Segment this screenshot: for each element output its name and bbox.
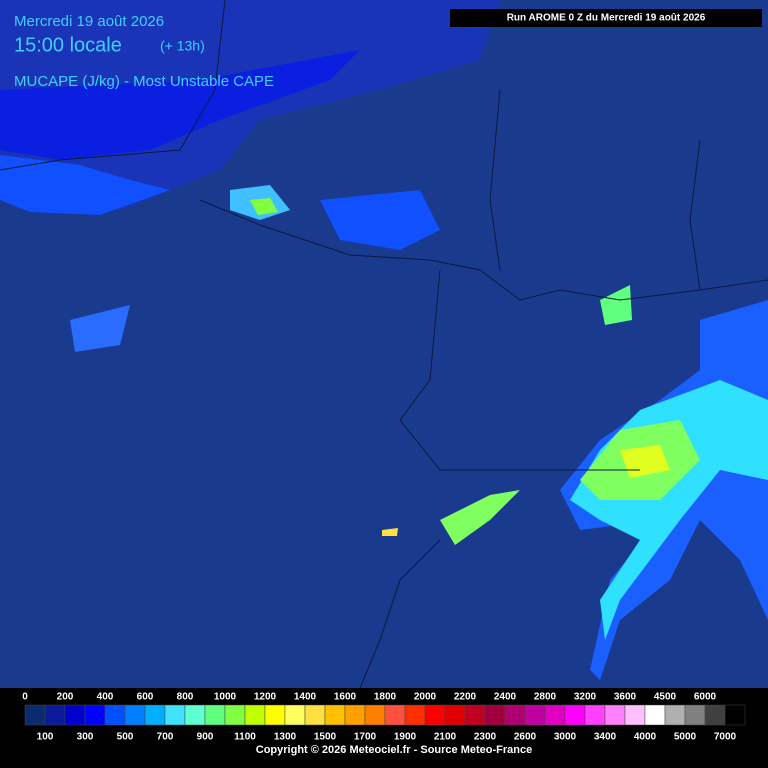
legend-swatch: [424, 704, 446, 726]
cape-area: [70, 305, 130, 352]
legend-swatch: [184, 704, 206, 726]
legend-swatch: [664, 704, 686, 726]
legend-swatch: [24, 704, 46, 726]
legend-swatch: [584, 704, 606, 726]
legend-label: 1600: [334, 692, 357, 703]
run-box: [450, 9, 762, 27]
legend-label: 5000: [674, 732, 697, 743]
legend-label: 2600: [514, 732, 537, 743]
legend-label: 1900: [394, 732, 417, 743]
legend-background: [0, 688, 768, 768]
legend-swatch: [244, 704, 266, 726]
legend-swatch: [44, 704, 66, 726]
legend-label: 1400: [294, 692, 317, 703]
legend-swatch: [684, 704, 706, 726]
legend-label: 200: [57, 692, 74, 703]
legend-label: 6000: [694, 692, 717, 703]
legend-swatch: [504, 704, 526, 726]
legend-label: 2400: [494, 692, 517, 703]
copyright: Copyright © 2026 Meteociel.fr - Source M…: [256, 744, 532, 756]
cape-area: [0, 155, 170, 215]
cape-area: [320, 190, 440, 250]
legend-label: 4000: [634, 732, 657, 743]
legend-label: 3200: [574, 692, 597, 703]
legend: 0 200 400 600 800 1000 1200 1400 1600 1800 2000 220…: [22, 692, 746, 743]
cape-area: [250, 198, 278, 215]
legend-label: 800: [177, 692, 194, 703]
legend-swatch: [564, 704, 586, 726]
legend-swatch: [164, 704, 186, 726]
legend-swatch: [84, 704, 106, 726]
legend-swatch: [524, 704, 546, 726]
legend-label: 500: [117, 732, 134, 743]
legend-swatch: [364, 704, 386, 726]
legend-swatch: [444, 704, 466, 726]
cape-area: [440, 490, 520, 545]
offset: (+ 13h): [160, 38, 205, 54]
legend-label: 4500: [654, 692, 677, 703]
legend-label: 3400: [594, 732, 617, 743]
legend-swatch: [464, 704, 486, 726]
legend-swatch: [644, 704, 666, 726]
cape-field: [0, 0, 768, 680]
borders: [0, 0, 768, 689]
legend-swatch: [304, 704, 326, 726]
legend-label: 2300: [474, 732, 497, 743]
legend-swatch: [384, 704, 406, 726]
cape-area: [0, 50, 360, 160]
legend-swatch: [124, 704, 146, 726]
legend-label: 1300: [274, 732, 297, 743]
legend-label: 700: [157, 732, 174, 743]
legend-label: 2000: [414, 692, 437, 703]
legend-label: 300: [77, 732, 94, 743]
legend-swatch: [544, 704, 566, 726]
legend-label: 2200: [454, 692, 477, 703]
legend-swatch: [404, 704, 426, 726]
legend-swatch: [624, 704, 646, 726]
legend-swatch: [324, 704, 346, 726]
legend-label: 400: [97, 692, 114, 703]
time: 15:00 locale: [14, 34, 122, 56]
legend-label: 1700: [354, 732, 377, 743]
legend-swatch: [604, 704, 626, 726]
cape-area: [600, 285, 632, 325]
legend-swatch: [224, 704, 246, 726]
legend-swatch: [284, 704, 306, 726]
legend-swatch: [704, 704, 726, 726]
legend-label: 100: [37, 732, 54, 743]
legend-swatch: [264, 704, 286, 726]
legend-swatch: [64, 704, 86, 726]
legend-label: 2800: [534, 692, 557, 703]
legend-swatch: [484, 704, 506, 726]
legend-label: 1500: [314, 732, 337, 743]
product: MUCAPE (J/kg) - Most Unstable CAPE: [14, 73, 274, 90]
legend-label: 1800: [374, 692, 397, 703]
legend-label: 1000: [214, 692, 237, 703]
run-info: Run AROME 0 Z du Mercredi 19 août 2026: [507, 13, 706, 24]
legend-label: 3000: [554, 732, 577, 743]
legend-swatch: [144, 704, 166, 726]
legend-label: 3600: [614, 692, 637, 703]
legend-label: 2100: [434, 732, 457, 743]
date: Mercredi 19 août 2026: [14, 13, 164, 30]
legend-label: 900: [197, 732, 214, 743]
legend-label: 0: [22, 692, 28, 703]
legend-label: 1100: [234, 732, 256, 743]
legend-label: 7000: [714, 732, 737, 743]
cape-area: [382, 528, 398, 536]
legend-label: 600: [137, 692, 154, 703]
legend-swatch: [204, 704, 226, 726]
legend-swatch: [104, 704, 126, 726]
legend-swatch: [724, 704, 746, 726]
legend-label: 1200: [254, 692, 277, 703]
legend-swatch: [344, 704, 366, 726]
